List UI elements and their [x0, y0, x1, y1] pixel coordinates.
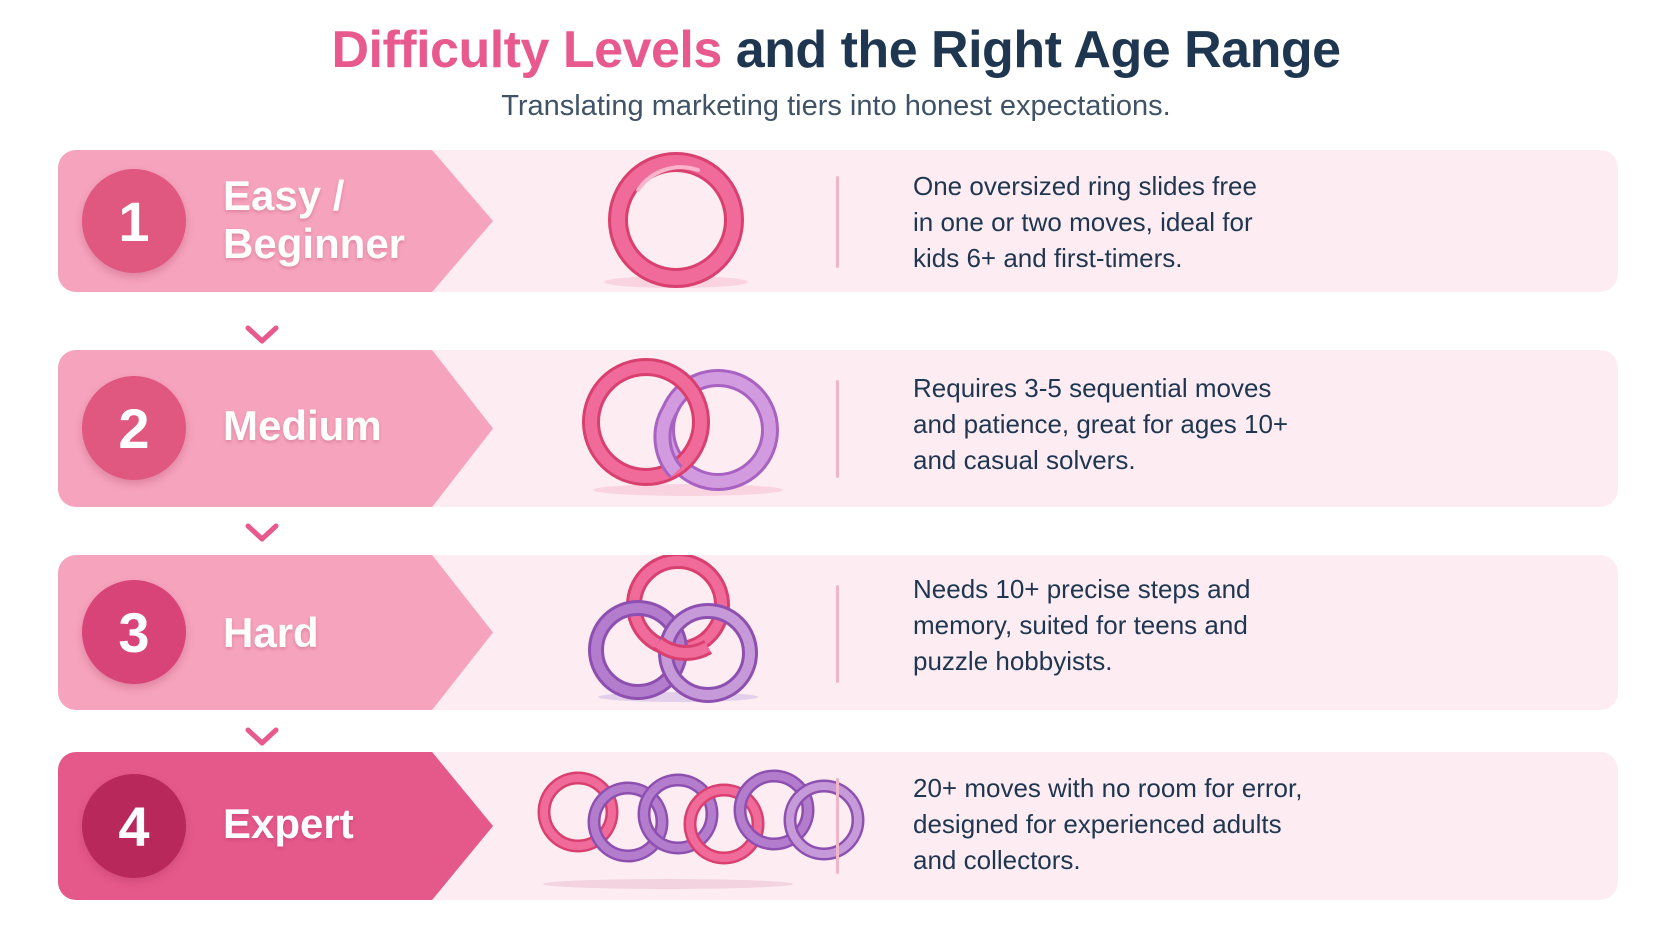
level-1-desc-line-3: kids 6+ and first-timers. [913, 243, 1183, 273]
level-3-desc-line-1: Needs 10+ precise steps and [913, 574, 1251, 604]
chevron-down-icon [245, 523, 279, 542]
level-4-divider [836, 778, 839, 874]
level-1-desc-line-2: in one or two moves, ideal for [913, 207, 1253, 237]
level-1-label: Easy / Beginner [223, 172, 405, 268]
level-1-badge: 1 [82, 169, 186, 273]
level-4-desc-line-1: 20+ moves with no room for error, [913, 773, 1303, 803]
level-row-4: 4 Expert 20+ moves with no room for erro… [58, 752, 1618, 900]
level-1-desc-line-1: One oversized ring slides free [913, 171, 1257, 201]
level-2-divider [836, 380, 839, 478]
level-4-desc-line-2: designed for experienced adults [913, 809, 1282, 839]
level-4-label-line-1: Expert [223, 800, 354, 847]
level-2-desc-line-2: and patience, great for ages 10+ [913, 409, 1289, 439]
title-rest: and the Right Age Range [735, 21, 1341, 79]
level-3-description: Needs 10+ precise steps and memory, suit… [913, 571, 1563, 679]
single-ring-icon [498, 150, 938, 292]
level-4-desc-line-3: and collectors. [913, 845, 1081, 875]
level-row-2: 2 Medium Requires 3-5 sequential moves a… [58, 350, 1618, 507]
three-linked-rings-icon [498, 555, 938, 710]
page-subtitle: Translating marketing tiers into honest … [501, 90, 1171, 122]
level-4-description: 20+ moves with no room for error, design… [913, 770, 1563, 878]
level-1-label-line-1: Easy / [223, 172, 345, 219]
level-1-divider [836, 176, 839, 268]
level-3-badge: 3 [82, 580, 186, 684]
title-accent: Difficulty Levels [331, 21, 722, 79]
level-4-badge: 4 [82, 774, 186, 878]
level-4-label: Expert [223, 800, 354, 848]
level-3-desc-line-2: memory, suited for teens and [913, 610, 1248, 640]
level-2-desc-line-3: and casual solvers. [913, 445, 1136, 475]
level-3-divider [836, 585, 839, 683]
page-title: Difficulty Levels and the Right Age Rang… [0, 18, 1672, 82]
ring-chain-icon [498, 752, 938, 900]
chevron-down-icon [245, 325, 279, 344]
level-2-label: Medium [223, 402, 382, 450]
level-row-3: 3 Hard Needs 10+ precise steps and memor… [58, 555, 1618, 710]
chevron-down-icon [245, 727, 279, 746]
level-3-desc-line-3: puzzle hobbyists. [913, 646, 1113, 676]
level-2-badge: 2 [82, 376, 186, 480]
level-3-label: Hard [223, 609, 319, 657]
two-linked-rings-icon [498, 350, 938, 507]
level-1-label-line-2: Beginner [223, 220, 406, 267]
level-row-1: 1 Easy / Beginner One oversized ring sli… [58, 150, 1618, 292]
level-2-description: Requires 3-5 sequential moves and patien… [913, 370, 1563, 478]
level-2-label-line-1: Medium [223, 402, 382, 449]
level-2-desc-line-1: Requires 3-5 sequential moves [913, 373, 1272, 403]
level-3-label-line-1: Hard [223, 609, 319, 656]
level-1-description: One oversized ring slides free in one or… [913, 168, 1563, 276]
